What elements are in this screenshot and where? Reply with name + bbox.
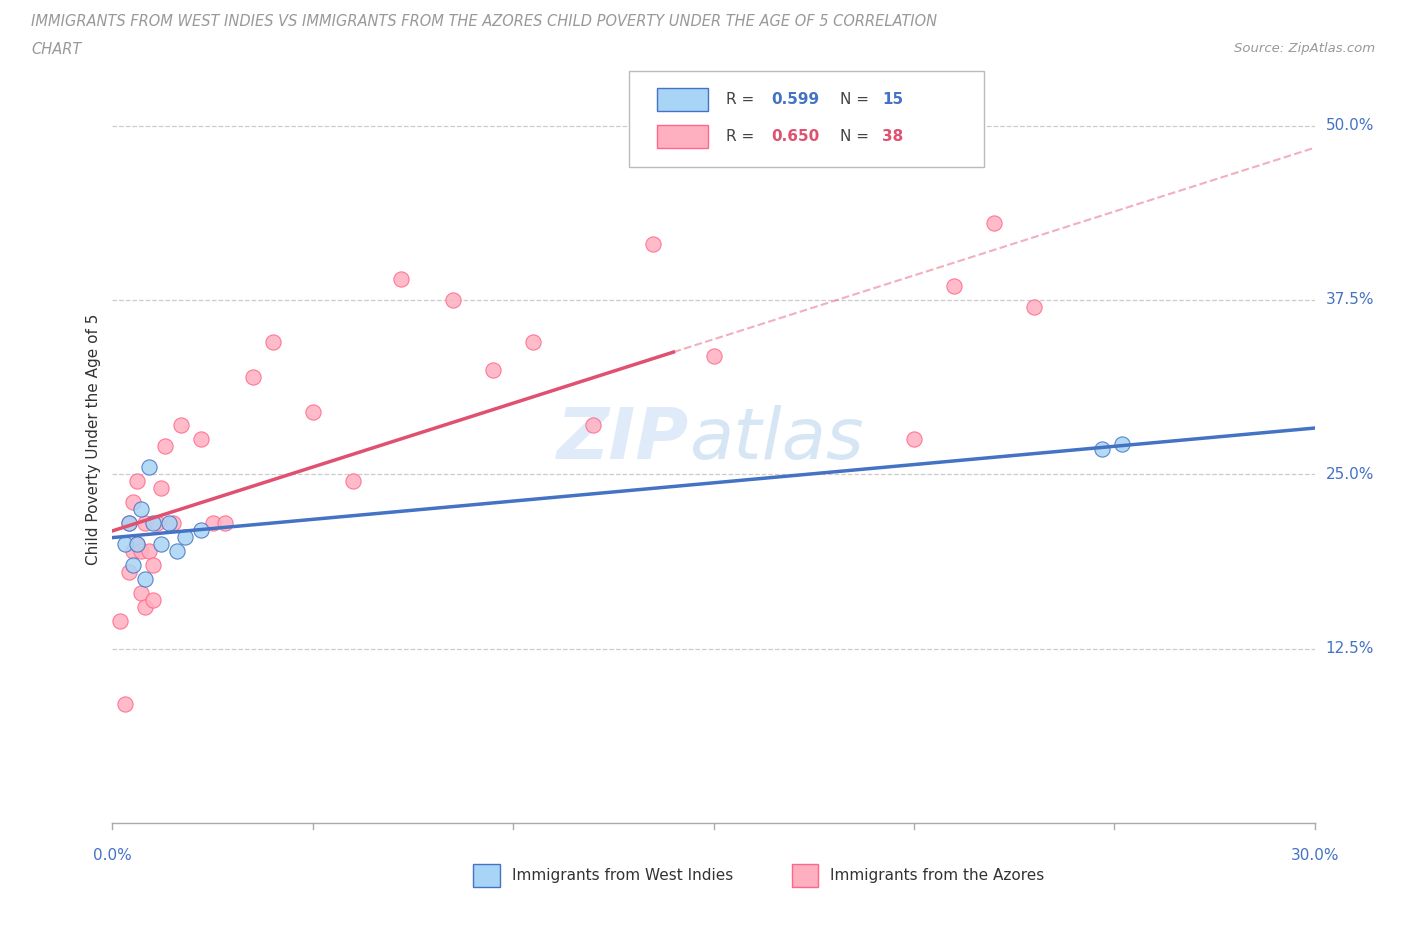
Point [482,363,505,378]
Point [138,543,160,558]
Text: N =: N = [839,92,873,107]
Text: 50.0%: 50.0% [1326,118,1374,133]
Point [141,558,163,573]
Point [1024,299,1046,314]
Point [125,537,148,551]
Point [582,418,605,433]
Point [173,530,195,545]
Point [134,600,156,615]
Point [201,516,224,531]
Text: R =: R = [725,92,759,107]
Point [117,516,139,531]
Point [166,543,188,558]
Point [117,516,139,531]
Point [157,516,180,531]
Point [141,516,163,531]
Point [117,565,139,579]
Point [702,349,725,364]
Point [242,369,264,384]
Text: Immigrants from the Azores: Immigrants from the Azores [830,868,1045,883]
Text: 38: 38 [882,129,903,144]
Point [1111,436,1133,451]
Point [134,571,156,587]
Point [134,516,156,531]
FancyBboxPatch shape [792,864,818,886]
Text: 0.650: 0.650 [772,129,820,144]
Point [441,293,464,308]
Point [145,516,167,531]
Point [903,432,925,447]
FancyBboxPatch shape [657,125,707,148]
Text: CHART: CHART [31,42,82,57]
Point [302,405,325,419]
Text: 15: 15 [882,92,903,107]
Point [1091,442,1114,457]
Point [262,335,284,350]
Point [643,237,665,252]
Text: atlas: atlas [689,405,865,474]
Point [149,481,172,496]
Point [110,614,132,629]
Point [190,523,212,538]
Point [125,474,148,489]
Point [522,335,544,350]
Point [121,558,143,573]
Point [942,279,965,294]
Text: Source: ZipAtlas.com: Source: ZipAtlas.com [1234,42,1375,55]
Point [342,474,364,489]
FancyBboxPatch shape [472,864,499,886]
Text: 0.599: 0.599 [772,92,820,107]
Point [121,495,143,510]
Point [169,418,191,433]
Text: 30.0%: 30.0% [1291,848,1339,863]
Point [153,439,176,454]
Point [129,502,152,517]
Point [389,272,412,286]
Text: IMMIGRANTS FROM WEST INDIES VS IMMIGRANTS FROM THE AZORES CHILD POVERTY UNDER TH: IMMIGRANTS FROM WEST INDIES VS IMMIGRANT… [31,14,936,29]
Point [114,537,136,551]
Text: Immigrants from West Indies: Immigrants from West Indies [512,868,733,883]
Point [149,537,172,551]
FancyBboxPatch shape [657,88,707,111]
FancyBboxPatch shape [630,72,984,167]
Point [129,543,152,558]
Point [141,592,163,607]
Point [114,698,136,712]
Point [162,516,184,531]
Y-axis label: Child Poverty Under the Age of 5: Child Poverty Under the Age of 5 [86,313,101,565]
Text: ZIP: ZIP [557,405,689,474]
Text: 37.5%: 37.5% [1326,292,1374,308]
Text: 0.0%: 0.0% [93,848,132,863]
Text: N =: N = [839,129,873,144]
Point [121,543,143,558]
Point [190,432,212,447]
Point [138,460,160,474]
Point [125,537,148,551]
Point [129,586,152,601]
Point [214,516,236,531]
Text: 25.0%: 25.0% [1326,467,1374,482]
Point [983,216,1005,231]
Text: R =: R = [725,129,759,144]
Text: 12.5%: 12.5% [1326,641,1374,657]
